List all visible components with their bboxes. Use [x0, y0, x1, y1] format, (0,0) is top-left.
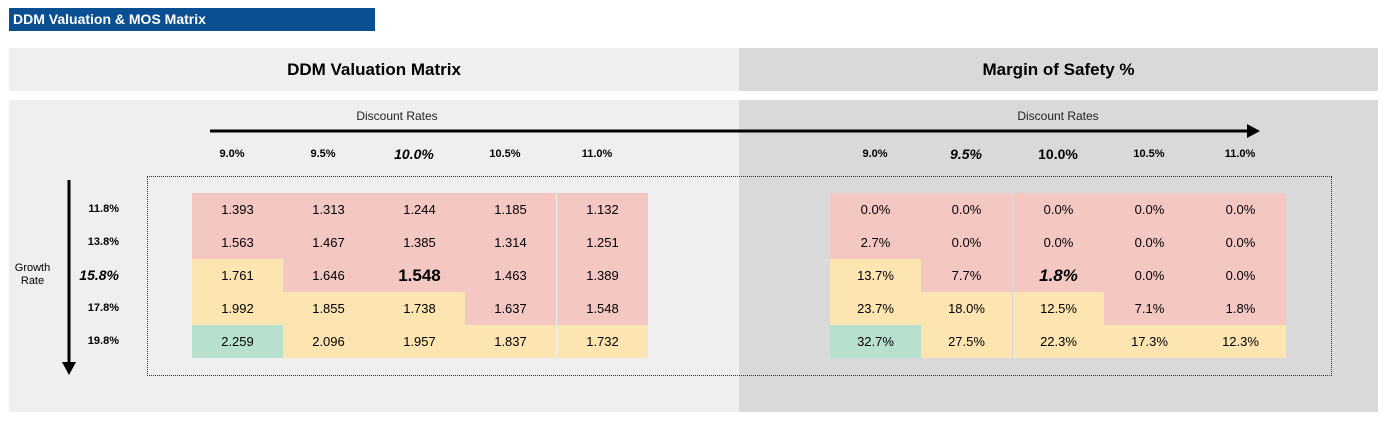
mos-cell: 27.5%: [921, 325, 1012, 358]
mos-cell: 0.0%: [830, 193, 921, 226]
mos-cell: 17.3%: [1104, 325, 1195, 358]
valuation-cell: 1.314: [465, 226, 556, 259]
mos-discount-rates-label: Discount Rates: [1017, 109, 1099, 123]
mos-col-header: 11.0%: [1224, 148, 1256, 160]
valuation-col-header: 10.5%: [489, 148, 521, 160]
valuation-cell: 1.393: [192, 193, 283, 226]
growth-rate-label-line1: Growth: [14, 262, 51, 274]
growth-rate-label-line2: Rate: [20, 275, 45, 287]
mos-matrix-title: Margin of Safety %: [982, 60, 1135, 79]
mos-cell: 32.7%: [830, 325, 921, 358]
mos-cell: 12.3%: [1195, 325, 1286, 358]
valuation-cell: 1.251: [557, 226, 648, 259]
mos-cell: 13.7%: [830, 259, 921, 292]
mos-col-header: 9.5%: [950, 146, 982, 162]
valuation-cell: 1.855: [283, 292, 374, 325]
valuation-cell: 1.244: [374, 193, 465, 226]
valuation-cell: 1.563: [192, 226, 283, 259]
valuation-cell: 1.992: [192, 292, 283, 325]
mos-cell: 0.0%: [921, 193, 1012, 226]
mos-header-panel: [739, 48, 1378, 91]
valuation-col-header: 9.5%: [310, 148, 336, 160]
mos-cell: 1.8%: [1013, 259, 1104, 292]
valuation-discount-rates-label: Discount Rates: [356, 109, 438, 123]
valuation-cell: 2.259: [192, 325, 283, 358]
growth-row-header: 11.8%: [88, 203, 119, 215]
mos-cell: 1.8%: [1195, 292, 1286, 325]
growth-row-header: 15.8%: [79, 267, 119, 283]
valuation-cell: 1.467: [283, 226, 374, 259]
mos-cell: 22.3%: [1013, 325, 1104, 358]
valuation-cell: 1.548: [374, 259, 465, 292]
discount-rate-arrow-icon: [210, 124, 1260, 138]
mos-cell: 0.0%: [1013, 226, 1104, 259]
sheet-banner-title: DDM Valuation & MOS Matrix: [9, 8, 375, 31]
matrix-selection-box: [147, 176, 1332, 376]
mos-cell: 12.5%: [1013, 292, 1104, 325]
valuation-cell: 1.837: [465, 325, 556, 358]
mos-cell: 23.7%: [830, 292, 921, 325]
mos-cell: 0.0%: [1195, 193, 1286, 226]
growth-rate-arrow-icon: [62, 180, 76, 375]
mos-cell: 0.0%: [1195, 259, 1286, 292]
valuation-cell: 1.957: [374, 325, 465, 358]
valuation-col-header: 10.0%: [394, 146, 434, 162]
mos-cell: 7.7%: [921, 259, 1012, 292]
mos-cell: 0.0%: [1104, 226, 1195, 259]
valuation-cell: 1.646: [283, 259, 374, 292]
valuation-cell: 1.313: [283, 193, 374, 226]
growth-row-header: 17.8%: [87, 302, 119, 314]
valuation-matrix-title: DDM Valuation Matrix: [287, 60, 461, 79]
valuation-cell: 2.096: [283, 325, 374, 358]
growth-row-header: 13.8%: [87, 236, 119, 248]
mos-cell: 0.0%: [1013, 193, 1104, 226]
growth-row-header: 19.8%: [87, 335, 119, 347]
valuation-cell: 1.463: [465, 259, 556, 292]
valuation-cell: 1.761: [192, 259, 283, 292]
mos-cell: 7.1%: [1104, 292, 1195, 325]
valuation-col-header: 9.0%: [219, 148, 245, 160]
valuation-cell: 1.548: [557, 292, 648, 325]
mos-cell: 18.0%: [921, 292, 1012, 325]
valuation-col-header: 11.0%: [581, 148, 613, 160]
mos-cell: 0.0%: [1104, 259, 1195, 292]
mos-cell: 2.7%: [830, 226, 921, 259]
valuation-cell: 1.185: [465, 193, 556, 226]
valuation-cell: 1.385: [374, 226, 465, 259]
mos-cell: 0.0%: [921, 226, 1012, 259]
valuation-cell: 1.732: [557, 325, 648, 358]
mos-col-header: 9.0%: [862, 148, 888, 160]
growth-rate-label: Growth Rate: [10, 262, 55, 288]
valuation-cell: 1.132: [557, 193, 648, 226]
valuation-header-panel: [9, 48, 739, 91]
mos-cell: 0.0%: [1195, 226, 1286, 259]
valuation-cell: 1.389: [557, 259, 648, 292]
mos-col-header: 10.5%: [1133, 148, 1165, 160]
mos-cell: 0.0%: [1104, 193, 1195, 226]
mos-col-header: 10.0%: [1038, 146, 1078, 162]
valuation-cell: 1.637: [465, 292, 556, 325]
valuation-cell: 1.738: [374, 292, 465, 325]
